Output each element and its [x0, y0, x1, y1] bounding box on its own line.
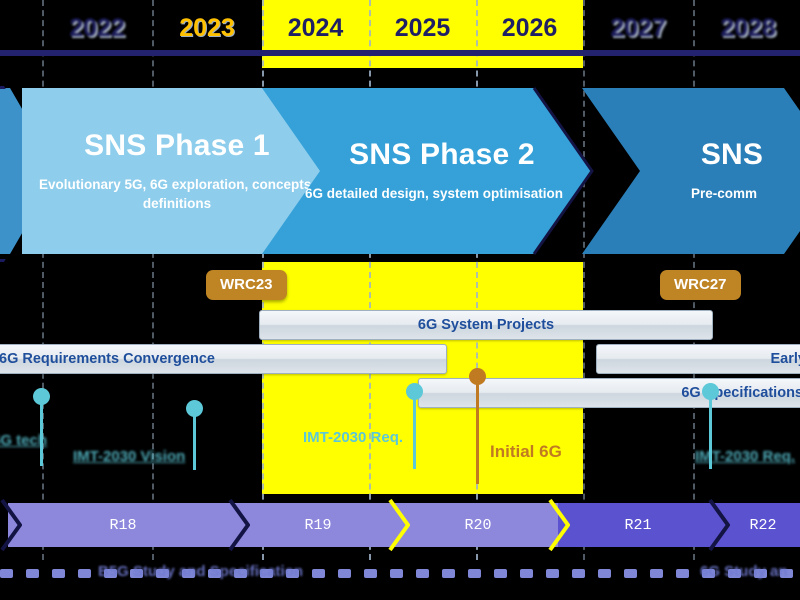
bar-early: Early [596, 344, 800, 374]
phase-arrow-sns-phase-3: SNS Pre-comm [582, 88, 800, 254]
track-dash [130, 569, 143, 578]
track-dash [260, 569, 273, 578]
year-label-2022: 2022 [69, 14, 125, 42]
track-dash [494, 569, 507, 578]
track-dash [286, 569, 299, 578]
bottom-dashed-track: B5G Study and Specification 6G Study an [0, 563, 800, 585]
wrc27-badge[interactable]: WRC27 [660, 270, 741, 300]
track-dash [312, 569, 325, 578]
year-divider [42, 0, 44, 560]
release-chevron [0, 498, 22, 552]
track-dash [442, 569, 455, 578]
release-r19: R19 [238, 503, 398, 547]
track-label-b5g-study: B5G Study and Specification [98, 563, 304, 580]
release-r21: R21 [558, 503, 718, 547]
wrc23-badge[interactable]: WRC23 [206, 270, 287, 300]
track-dash [208, 569, 221, 578]
year-divider [476, 0, 478, 560]
release-r18: R18 [8, 503, 238, 547]
bar-6g-system-projects: 6G System Projects [259, 310, 713, 340]
track-dash [182, 569, 195, 578]
track-dash [598, 569, 611, 578]
release-chevron [228, 498, 250, 552]
track-dash [650, 569, 663, 578]
phase-2-title: SNS Phase 2 [349, 138, 535, 172]
phase-3-title: SNS [700, 138, 764, 172]
phase-1-subtitle: Evolutionary 5G, 6G exploration, concept… [38, 177, 316, 211]
track-dash [780, 569, 793, 578]
year-divider [583, 0, 585, 560]
track-label-6g-study: 6G Study an [700, 563, 788, 580]
year-label-2028: 2028 [720, 14, 776, 42]
bar-label: 6G Requirements Convergence [0, 351, 215, 367]
year-label-2024: 2024 [287, 14, 344, 42]
track-dash [468, 569, 481, 578]
milestone-label-imt-2030-req: IMT-2030 Req. [303, 429, 404, 446]
release-chevron [708, 498, 730, 552]
year-label-2023: 2023 [179, 14, 235, 42]
year-header-row: 2022 2023 2024 2025 2026 2027 2028 [0, 0, 800, 56]
year-label-2025: 2025 [394, 14, 451, 42]
track-dash [338, 569, 351, 578]
milestone-label-6g-tech: 6G tech [0, 432, 48, 449]
year-label-2027: 2027 [610, 14, 666, 42]
year-divider [152, 0, 154, 560]
track-dash [520, 569, 533, 578]
bar-label: 6G System Projects [417, 317, 555, 333]
phase-arrow-sns-phase-1: SNS Phase 1 Evolutionary 5G, 6G explorat… [22, 88, 332, 254]
track-dash [676, 569, 689, 578]
track-dash [546, 569, 559, 578]
track-dash [0, 569, 13, 578]
track-dash [156, 569, 169, 578]
release-chevron [388, 498, 410, 552]
track-dash [390, 569, 403, 578]
release-r22: R22 [718, 503, 800, 547]
track-dash [624, 569, 637, 578]
track-dash [26, 569, 39, 578]
year-label-2026: 2026 [501, 14, 558, 42]
phase-1-title: SNS Phase 1 [84, 129, 270, 163]
track-dash [234, 569, 247, 578]
phase-3-subtitle: Pre-comm [690, 186, 758, 202]
highlight-band-top [262, 0, 583, 68]
track-dash [572, 569, 585, 578]
release-r20: R20 [398, 503, 558, 547]
track-dash [52, 569, 65, 578]
timeline-axis [0, 50, 800, 56]
track-dash [754, 569, 767, 578]
track-dash [364, 569, 377, 578]
milestone-label-initial-6g: Initial 6G [490, 442, 562, 461]
track-dash [702, 569, 715, 578]
track-dash [416, 569, 429, 578]
bar-6g-requirements-convergence: 6G Requirements Convergence [0, 344, 447, 374]
bar-label: Early [770, 351, 800, 367]
milestone-label-imt-2030-req-right: IMT-2030 Req. [695, 448, 796, 465]
release-chevron [548, 498, 570, 552]
milestone-label-imt-2030-vision: IMT-2030 Vision [73, 448, 186, 465]
track-dash [728, 569, 741, 578]
year-divider [369, 0, 371, 560]
track-dash [78, 569, 91, 578]
track-dash [104, 569, 117, 578]
phase-2-subtitle: 6G detailed design, system optimisation [304, 186, 564, 202]
